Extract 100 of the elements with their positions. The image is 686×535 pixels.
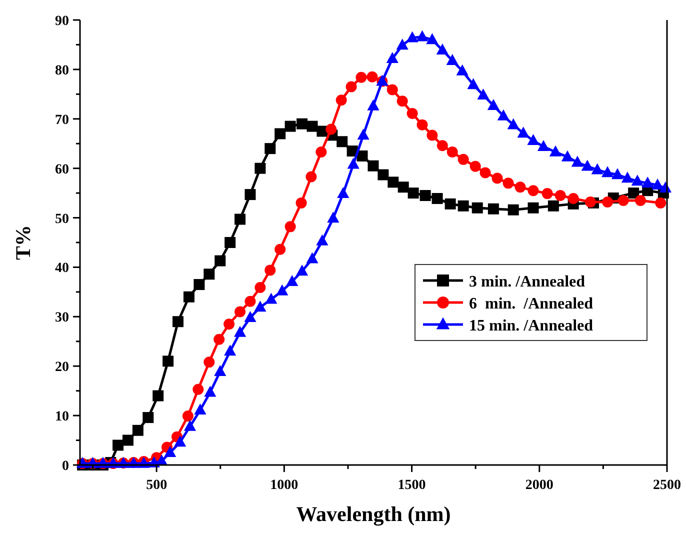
point — [337, 186, 350, 198]
point — [276, 284, 288, 296]
point — [296, 197, 307, 208]
point — [142, 412, 154, 424]
point — [386, 84, 398, 96]
point — [581, 160, 594, 171]
point — [420, 190, 431, 202]
point — [507, 118, 520, 130]
y-tick-label: 10 — [55, 410, 69, 425]
point — [194, 404, 206, 415]
point — [234, 326, 246, 337]
point — [172, 316, 184, 328]
point — [346, 81, 357, 92]
point — [517, 126, 530, 138]
point — [584, 196, 596, 208]
point — [492, 172, 503, 184]
point — [446, 146, 458, 158]
point — [458, 154, 469, 165]
point — [254, 282, 266, 293]
x-tick-label: 1000 — [270, 478, 298, 493]
point — [274, 128, 286, 140]
point — [508, 204, 519, 216]
point — [487, 98, 500, 110]
point — [326, 124, 337, 135]
point — [480, 167, 491, 178]
point — [244, 296, 256, 307]
point — [224, 237, 236, 248]
point — [396, 38, 408, 50]
x-tick-label: 2000 — [525, 478, 554, 493]
point — [528, 185, 539, 196]
point — [602, 196, 614, 208]
y-axis-title: T% — [11, 224, 35, 260]
point — [426, 33, 438, 44]
point — [611, 168, 624, 180]
point — [497, 109, 510, 120]
point — [152, 390, 164, 402]
point — [347, 158, 360, 169]
point — [244, 189, 256, 200]
point — [296, 118, 308, 130]
legend-label: 15 min. /Annealed — [469, 318, 594, 334]
point — [366, 71, 378, 82]
point — [368, 160, 379, 172]
point — [264, 143, 276, 154]
y-tick-label: 90 — [55, 14, 69, 29]
point — [164, 446, 176, 458]
point — [444, 198, 456, 210]
point — [456, 64, 468, 76]
legend-label: 6 min. /Annealed — [469, 296, 594, 312]
point — [192, 384, 204, 395]
point — [571, 156, 584, 167]
point — [284, 120, 296, 132]
point — [174, 436, 186, 447]
y-tick-label: 30 — [55, 310, 69, 326]
legend-label: 3 min. /Annealed — [469, 274, 586, 290]
point — [244, 311, 256, 322]
point — [416, 119, 428, 130]
point — [378, 169, 389, 180]
point — [122, 434, 134, 446]
point — [357, 128, 370, 140]
point — [316, 146, 327, 158]
point — [194, 279, 205, 290]
point — [224, 344, 236, 356]
point — [436, 140, 448, 152]
point — [554, 190, 566, 202]
point — [234, 214, 246, 225]
point — [406, 31, 418, 42]
point — [234, 306, 246, 318]
y-tick-label: 80 — [55, 63, 69, 78]
point — [132, 424, 144, 436]
point — [316, 234, 328, 246]
point — [112, 440, 124, 451]
y-tick-label: 0 — [62, 459, 69, 474]
point — [274, 244, 286, 255]
point — [502, 178, 514, 189]
point — [542, 188, 553, 200]
point — [548, 200, 559, 212]
point — [458, 200, 469, 212]
point — [549, 145, 562, 156]
point — [406, 108, 418, 119]
point — [214, 255, 226, 266]
point — [621, 172, 634, 183]
point — [336, 136, 348, 148]
point — [286, 274, 298, 286]
point — [306, 171, 317, 182]
point — [436, 44, 448, 55]
point — [631, 174, 644, 186]
point — [655, 197, 666, 208]
y-tick-label: 60 — [55, 162, 69, 178]
point — [214, 364, 226, 376]
point — [254, 300, 266, 312]
point — [432, 192, 443, 204]
point — [537, 140, 550, 151]
point — [618, 194, 629, 206]
point — [184, 420, 196, 431]
point — [214, 334, 225, 345]
point — [386, 52, 398, 63]
point — [426, 130, 438, 141]
point — [265, 292, 278, 304]
point — [264, 264, 276, 276]
point — [367, 99, 380, 110]
